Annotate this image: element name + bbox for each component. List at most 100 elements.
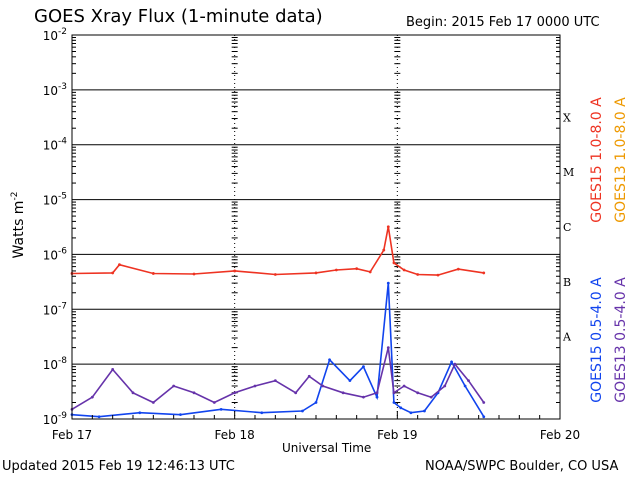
series-point (341, 391, 345, 395)
series-point (386, 281, 390, 285)
series-point (386, 225, 390, 229)
x-tick-label: Feb 20 (540, 428, 580, 442)
series-point (355, 267, 359, 271)
series-point (334, 268, 338, 272)
flare-class-label: A (562, 331, 572, 344)
series-point (392, 391, 396, 395)
x-axis-label: Universal Time (282, 441, 372, 455)
series-point (375, 391, 379, 395)
flare-class-label: X (563, 111, 571, 124)
series-point (131, 391, 135, 395)
series-point (368, 270, 372, 274)
legend-entry: GOES15 1.0-8.0 A (589, 97, 605, 223)
y-tick-label: 10-4 (43, 137, 68, 153)
series-point (392, 401, 396, 404)
begin-time: Begin: 2015 Feb 17 0000 UTC (406, 15, 600, 30)
series-point (179, 413, 182, 417)
series-point (382, 248, 386, 252)
series-point (416, 273, 420, 276)
flare-class-label: M (563, 166, 574, 179)
series-line (71, 347, 485, 410)
y-tick-label: 10-2 (43, 27, 67, 43)
series-point (172, 384, 176, 388)
series-point (328, 358, 331, 362)
y-tick-labels: 10-2 10-3 10-4 10-5 10-6 10-7 10-8 10-9 (43, 27, 68, 427)
series-point (111, 368, 115, 371)
series-point (212, 401, 216, 404)
flare-class-label: B (563, 276, 571, 289)
series-3 (70, 346, 486, 411)
chart-title: GOES Xray Flux (1-minute data) (34, 6, 323, 27)
x-tick-label: Feb 17 (52, 428, 92, 442)
series-line (71, 226, 484, 276)
series-point (273, 273, 277, 276)
grid-lines (72, 35, 560, 419)
y-tick-label: 10-9 (43, 411, 68, 427)
series-point (192, 391, 196, 395)
series-point (260, 411, 264, 415)
x-tick-labels: Feb 17 Feb 18 Feb 19 Feb 20 (52, 428, 580, 442)
series-point (362, 365, 365, 369)
series-point (463, 384, 467, 388)
series-point (423, 409, 426, 413)
series-point (233, 269, 237, 273)
x-tick-label: Feb 19 (377, 428, 417, 442)
series-point (111, 271, 115, 275)
series-point (294, 391, 298, 395)
series-point (375, 395, 379, 399)
series-point (456, 267, 460, 271)
series-point (118, 263, 121, 267)
series-point (429, 395, 433, 399)
series-point (219, 407, 223, 411)
legend-entry: GOES13 0.5-4.0 A (613, 277, 629, 403)
series-line (71, 283, 485, 418)
series-point (273, 379, 277, 383)
series-point (314, 271, 318, 275)
series-point (314, 401, 318, 404)
series-point (321, 384, 325, 388)
svg-text:Watts m-2: Watts m-2 (10, 192, 27, 259)
series-point (362, 395, 365, 399)
series-2 (70, 281, 486, 419)
legend-entry: GOES15 0.5-4.0 A (589, 277, 605, 403)
series-point (409, 411, 413, 415)
series-point (402, 268, 406, 272)
legend-entry: GOES13 1.0-8.0 A (613, 97, 629, 223)
series-point (416, 391, 420, 395)
series-point (97, 415, 101, 419)
series-point (151, 272, 155, 275)
series-point (90, 395, 94, 399)
flare-class-labels: X M C B A (562, 111, 574, 343)
y-axis-label-sup: -2 (10, 192, 20, 201)
y-axis-label: Watts m-2 (10, 192, 27, 259)
series-point (482, 271, 486, 275)
flare-class-label: C (563, 221, 571, 234)
series-point (453, 362, 457, 366)
series-point (436, 273, 440, 277)
updated-time: Updated 2015 Feb 19 12:46:13 UTC (2, 459, 235, 474)
credit-text: NOAA/SWPC Boulder, CO USA (425, 459, 619, 474)
series-point (443, 384, 447, 388)
x-tick-label: Feb 18 (214, 428, 254, 442)
series-point (348, 379, 352, 383)
series-point (192, 272, 196, 276)
y-tick-label: 10-3 (43, 82, 67, 98)
y-tick-label: 10-5 (43, 192, 67, 208)
series-point (450, 360, 453, 364)
series-point (301, 409, 304, 413)
series-point (386, 346, 390, 350)
plot-border (71, 34, 561, 420)
series-point (151, 401, 155, 404)
y-tick-label: 10-7 (43, 301, 67, 317)
series-point (307, 374, 311, 378)
legend: GOES15 1.0-8.0 A GOES13 1.0-8.0 A GOES15 0… (589, 97, 629, 403)
series-0 (70, 225, 486, 277)
series-point (467, 379, 470, 383)
series-point (482, 415, 486, 419)
y-axis-label-base: Watts m (11, 201, 27, 259)
series-point (402, 384, 406, 388)
y-tick-label: 10-8 (43, 356, 68, 372)
series-point (253, 384, 257, 388)
series-point (482, 401, 486, 404)
